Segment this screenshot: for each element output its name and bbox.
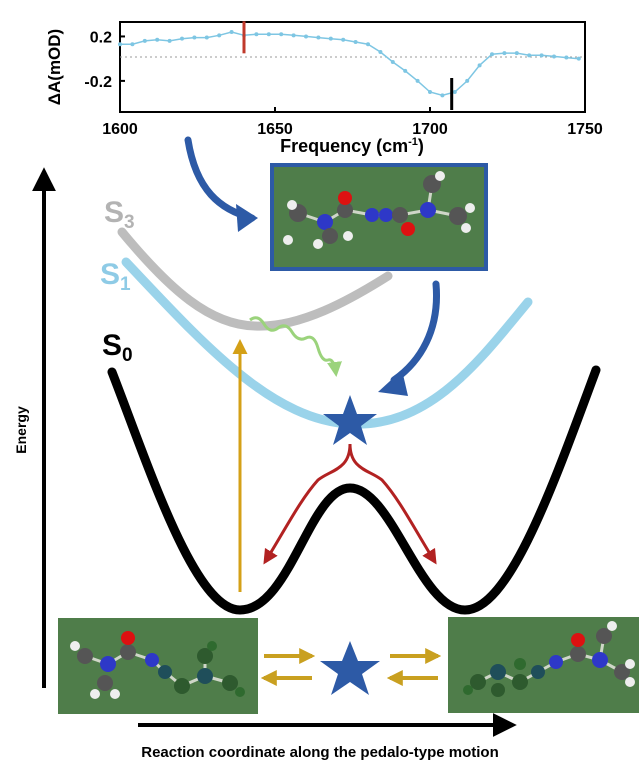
spectrum-point (229, 30, 234, 34)
spectrum-point (266, 32, 271, 37)
equilibrium-star (320, 641, 380, 695)
internal-conversion-wave (249, 316, 342, 377)
y-tick-label: -0.2 (84, 74, 112, 91)
spectrum-point (118, 42, 122, 47)
spectrum-point (378, 50, 383, 54)
x-tick-label: 1650 (257, 121, 293, 138)
relaxation-arrowhead (378, 370, 408, 396)
spectrum-point (167, 38, 172, 43)
spectrum-point (142, 38, 147, 43)
spectrum-point (490, 52, 494, 57)
spectrum-point (465, 78, 470, 83)
spectrum-line (120, 31, 579, 97)
spectrum-y-ticks: 0.2 -0.2 (84, 29, 125, 91)
reaction-coordinate-label: Reaction coordinate along the pedalo-typ… (141, 744, 499, 761)
spectrum-point (539, 53, 544, 58)
spectrum-markers (242, 21, 454, 110)
s0-label: S0 (102, 329, 133, 366)
branch-left-arrow (263, 443, 352, 565)
x-tick-label: 1700 (412, 121, 448, 138)
s1-curve (121, 257, 533, 429)
spectrum-point (440, 93, 445, 98)
spectrum-point (514, 51, 519, 56)
spectrum-point (204, 35, 209, 40)
spectrum-point (254, 32, 259, 37)
branch-right-arrow (348, 443, 437, 565)
spectrum-point (192, 35, 197, 40)
spectrum-plot: 1600 1650 1700 1750 0.2 -0.2 ΔA(mOD) Frequen… (45, 21, 603, 156)
excitation-to-s3-arrowhead (236, 204, 258, 232)
spectrum-point (291, 33, 296, 38)
s1-label: S1 (100, 258, 131, 295)
spectrum-point (366, 42, 370, 47)
spectrum-series (118, 30, 581, 98)
s0-curve (107, 365, 601, 615)
spectrum-x-ticks: 1600 1650 1700 1750 (102, 107, 603, 138)
conical-intersection-star (323, 395, 377, 445)
spectrum-point (428, 90, 432, 94)
x-tick-label: 1600 (102, 121, 138, 138)
y-tick-label: 0.2 (90, 29, 112, 46)
spectrum-point (180, 36, 184, 41)
spectrum-point (304, 34, 308, 39)
spectrum-point (477, 63, 482, 68)
spectrum-point (316, 35, 321, 40)
molecule-panel-left (58, 618, 258, 714)
spectrum-point (452, 90, 457, 94)
excitation-to-s3-arrow (184, 136, 256, 222)
spectrum-x-label: Frequency (cm-1) (280, 136, 424, 156)
spectrum-point (564, 55, 569, 60)
spectrum-point (390, 60, 395, 64)
spectrum-point (527, 53, 532, 58)
s3-label: S3 (104, 196, 135, 233)
spectrum-point (552, 54, 556, 59)
spectrum-point (217, 33, 222, 38)
energy-axis-label: Energy (13, 406, 29, 454)
x-tick-label: 1750 (567, 121, 603, 138)
spectrum-y-label: ΔA(mOD) (45, 29, 64, 105)
relaxation-arrow (390, 280, 441, 384)
spectrum-point (415, 78, 420, 83)
spectrum-point (328, 36, 333, 41)
spectrum-point (403, 68, 408, 73)
spectrum-point (502, 51, 507, 56)
s3-curve (117, 227, 393, 331)
spectrum-point (130, 42, 135, 47)
molecule-panel-right (448, 617, 639, 713)
spectrum-point (341, 37, 346, 42)
spectrum-point (155, 37, 160, 42)
spectrum-frame (119, 21, 586, 113)
spectrum-point (279, 32, 284, 37)
spectrum-point (353, 40, 358, 44)
spectrum-point (576, 56, 581, 61)
molecule-panel-top (270, 163, 488, 271)
